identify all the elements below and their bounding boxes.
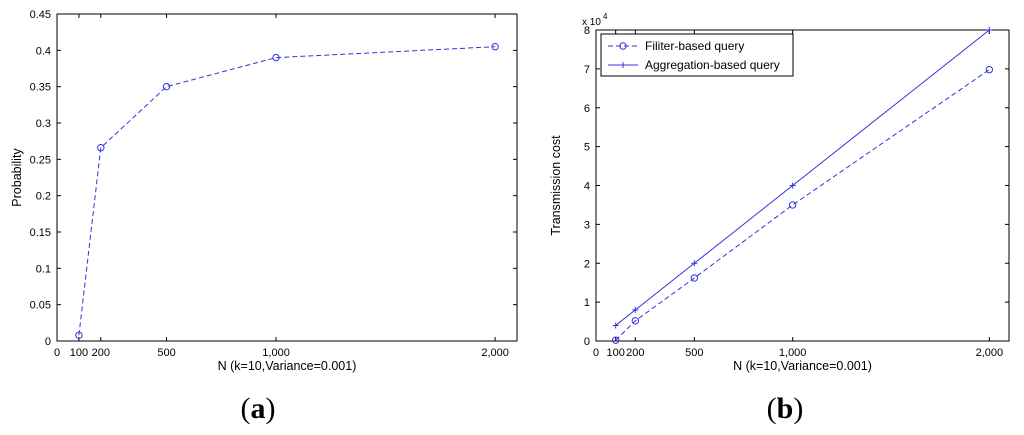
y-tick-label: 0.35 [30,82,51,94]
data-point-plus [612,322,619,329]
legend: Filiter-based query Aggregation-based que… [600,33,794,77]
x-tick-label: 0 [593,347,599,359]
x-tick-label: 500 [157,347,175,359]
y-axis-title: Probability [10,148,24,207]
data-point-plus [986,27,993,33]
panel-label-close: ) [793,392,803,425]
chart-b: 0 100 200 500 1,000 2,000 0 1 2 3 4 5 6 7 8 N (k=10,Var… [549,12,1010,425]
data-point-plus [691,260,698,267]
panel-label: (b) [767,392,804,425]
x-tick-label: 100 [606,347,624,359]
data-point-circle [75,331,83,339]
data-point-circle [611,336,620,344]
y-tick-label: 6 [584,103,590,115]
panel-label: (a) [241,392,276,425]
y-tick-label: 7 [584,64,590,76]
data-point-circle [97,144,105,152]
panel-label-open: ( [767,392,777,425]
x-tick-label: 2,000 [976,347,1004,359]
y-tick-label: 3 [584,219,590,231]
legend-label: Filiter-based query [645,39,744,53]
data-point-circle [690,274,699,282]
series-line-1 [78,46,496,336]
y-tick-label: 8 [584,25,590,37]
x-tick-label: 500 [685,347,703,359]
y-tick-label: 0 [45,336,51,348]
y-tick-label: 0.2 [36,191,51,203]
y-tick-label: 5 [584,142,590,154]
panel-label-letter: a [251,392,266,425]
data-point-circle [272,53,280,62]
data-point-circle [985,65,994,74]
y-tick-label: 0.45 [30,9,51,21]
data-point-plus [789,182,796,189]
x-axis-title: N (k=10,Variance=0.001) [218,359,357,373]
y-tick-label: 0 [584,336,590,348]
x-axis-title: N (k=10,Variance=0.001) [733,359,872,373]
y-tick-label: 4 [584,181,590,193]
y-tick-label: 0.3 [36,118,51,130]
panel-label-open: ( [241,392,251,425]
data-point-circle [491,43,499,51]
x-tick-label: 0 [54,347,60,359]
legend-label: Aggregation-based query [645,58,780,72]
x-tick-label: 200 [92,347,110,359]
data-point-circle [162,82,171,91]
y-exponent-power: 4 [603,12,608,21]
x-tick-label: 1,000 [779,347,807,359]
y-tick-label: 0.15 [30,227,51,239]
y-tick-label: 0.1 [36,263,51,275]
series-line-1 [615,69,990,341]
y-tick-label: 1 [584,297,590,309]
x-tick-label: 2,000 [481,347,509,359]
legend-marker-plus [620,62,626,68]
y-tick-label: 0.25 [30,154,51,166]
y-axis-title: Transmission cost [549,135,563,236]
plot-frame [56,13,518,342]
y-exponent-base: x 10 [582,17,601,28]
legend-marker-circle [619,42,627,50]
panel-label-close: ) [266,392,276,425]
y-tick-label: 0.05 [30,300,51,312]
x-tick-label: 1,000 [262,347,290,359]
plot-frame [595,29,1010,342]
data-point-plus [632,306,639,313]
data-point-circle [631,317,640,325]
y-tick-label: 0.4 [36,45,51,57]
chart-a: 0 100 200 500 1,000 2,000 0 0.05 0.1 0.15 0.2 0.25 0… [10,9,518,425]
panel-label-letter: b [777,392,794,425]
y-tick-label: 2 [584,258,590,270]
legend-box [600,33,794,77]
x-tick-label: 200 [626,347,644,359]
x-tick-label: 100 [70,347,88,359]
data-point-circle [788,201,797,209]
